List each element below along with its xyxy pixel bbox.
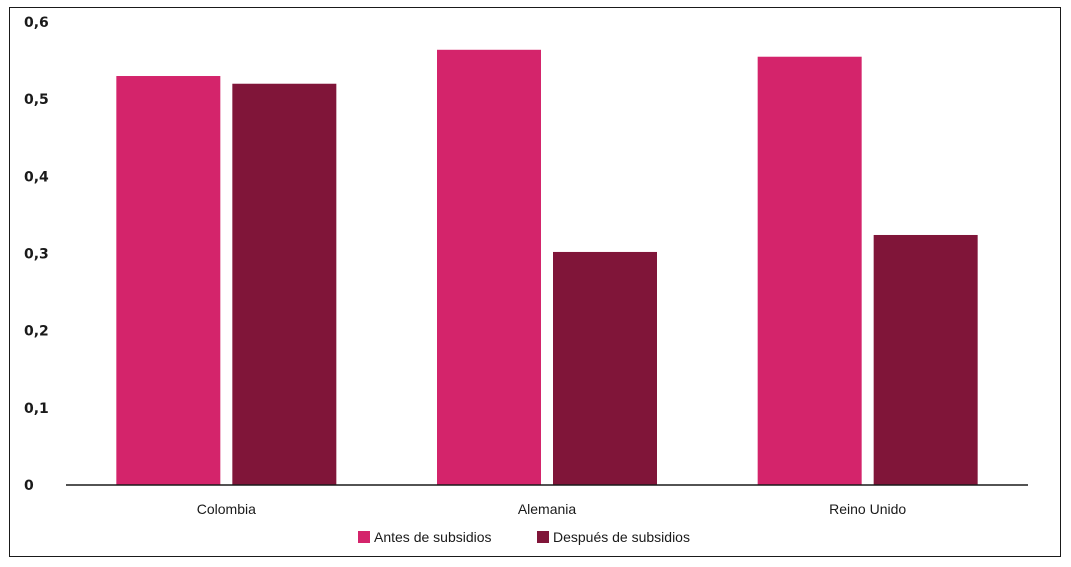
y-tick-label: 0,4 <box>24 169 49 185</box>
legend-label: Antes de subsidios <box>374 529 492 545</box>
legend-label: Después de subsidios <box>553 529 690 545</box>
y-tick-label: 0,1 <box>24 401 49 417</box>
legend-swatch <box>537 531 549 543</box>
bar <box>757 56 862 485</box>
bar <box>232 83 337 485</box>
y-tick-label: 0,2 <box>24 324 49 340</box>
bar <box>553 251 657 485</box>
legend-swatch <box>358 531 370 543</box>
x-tick-label: Colombia <box>197 501 256 517</box>
x-tick-label: Alemania <box>518 501 577 517</box>
y-tick-label: 0,6 <box>24 15 49 31</box>
bar <box>873 234 978 485</box>
x-tick-label: Reino Unido <box>829 501 906 517</box>
bar <box>437 49 541 485</box>
bar <box>116 76 221 486</box>
y-tick-label: 0,5 <box>24 92 49 108</box>
y-tick-label: 0 <box>24 478 34 494</box>
y-tick-label: 0,3 <box>24 247 49 263</box>
